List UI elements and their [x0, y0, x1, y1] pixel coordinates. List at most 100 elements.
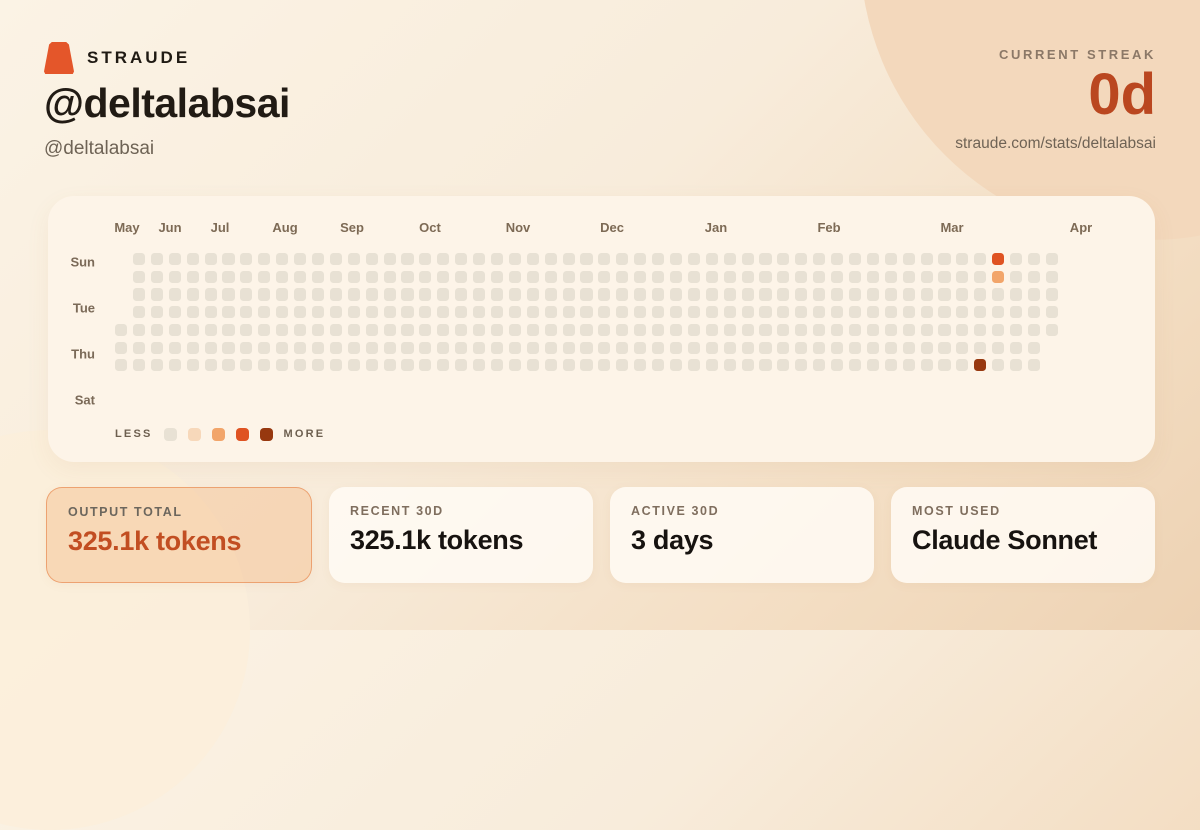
- heatmap-cell: [544, 306, 557, 319]
- heatmap-cell: [687, 323, 700, 336]
- heatmap-cell: [401, 323, 414, 336]
- heatmap-cell: [920, 253, 933, 266]
- heatmap-cell: [437, 306, 450, 319]
- heatmap-cell: [401, 359, 414, 372]
- heatmap-cell: [294, 288, 307, 301]
- heatmap-cell: [956, 288, 969, 301]
- straude-logo-icon: [44, 42, 74, 74]
- heatmap-cell: [455, 253, 468, 266]
- heatmap-cell: [562, 341, 575, 354]
- heatmap-cell: [938, 253, 951, 266]
- heatmap-cell: [866, 306, 879, 319]
- heatmap-cell: [813, 359, 826, 372]
- heatmap-cell: [795, 323, 808, 336]
- heatmap-cell: [759, 359, 772, 372]
- heatmap-cell: [777, 323, 790, 336]
- heatmap-cell: [616, 288, 629, 301]
- heatmap-cell: [240, 253, 253, 266]
- heatmap-cell: [311, 270, 325, 283]
- heatmap-cell: [204, 288, 217, 301]
- heatmap-cell: [150, 253, 163, 266]
- stat-cards-row: OUTPUT TOTAL 325.1k tokens RECENT 30D 32…: [46, 487, 1155, 583]
- heatmap-cell: [204, 270, 217, 283]
- heatmap-cell: [1010, 270, 1023, 283]
- heatmap-cell: [616, 359, 629, 372]
- heatmap-cell: [401, 253, 414, 266]
- heatmap-cell: [455, 288, 468, 301]
- heatmap-cell: [974, 270, 987, 283]
- heatmap-cell: [222, 359, 235, 372]
- heatmap-cell: [777, 253, 790, 266]
- heatmap-cell: [580, 288, 593, 301]
- heatmap-cell: [741, 288, 754, 301]
- heatmap-cell: [741, 270, 754, 283]
- heatmap-cell: [508, 270, 521, 283]
- heatmap-cell: [508, 323, 521, 336]
- legend-swatch: [163, 427, 177, 441]
- heatmap-cell: [1045, 323, 1058, 336]
- heatmap-cell: [741, 306, 754, 319]
- heatmap-cell: [150, 288, 163, 301]
- heatmap-cell: [329, 253, 342, 266]
- heatmap-cell: [365, 306, 378, 319]
- heatmap-cell: [866, 253, 879, 266]
- heatmap-cell: [848, 253, 862, 266]
- heatmap-cell: [992, 306, 1005, 319]
- heatmap-cell: [294, 341, 307, 354]
- heatmap-cell: [347, 341, 360, 354]
- heatmap-cell: [276, 359, 289, 372]
- heatmap-cell: [795, 306, 808, 319]
- heatmap-cell: [562, 306, 575, 319]
- heatmap-cell: [437, 323, 450, 336]
- page-title: @deltalabsai: [44, 80, 290, 126]
- heatmap-cell: [723, 359, 736, 372]
- heatmap-cell: [240, 323, 253, 336]
- heatmap-cell: [526, 323, 539, 336]
- heatmap-cell: [294, 323, 307, 336]
- heatmap-cell: [687, 306, 700, 319]
- heatmap-cell: [580, 323, 593, 336]
- heatmap-cell: [1045, 253, 1058, 266]
- heatmap-cell: [848, 323, 862, 336]
- heatmap-cell: [741, 359, 754, 372]
- legend-swatch: [259, 427, 273, 441]
- heatmap-cell: [795, 270, 808, 283]
- heatmap-cell: [705, 323, 718, 336]
- heatmap-cell: [669, 270, 683, 283]
- month-label: Mar: [940, 220, 964, 235]
- heatmap-cell: [938, 288, 951, 301]
- heatmap-cell: [920, 341, 933, 354]
- heatmap-cell: [419, 288, 432, 301]
- heatmap-cell: [902, 323, 915, 336]
- brand-row: STRAUDE: [44, 42, 190, 74]
- heatmap-cell: [831, 323, 844, 336]
- heatmap-cell: [490, 359, 504, 372]
- day-label: Sat: [74, 392, 95, 408]
- heatmap-cell: [562, 288, 575, 301]
- heatmap-cell: [365, 253, 378, 266]
- heatmap-cell: [634, 253, 647, 266]
- stat-card-most-used: MOST USED Claude Sonnet: [891, 487, 1155, 583]
- heatmap-cell: [526, 359, 539, 372]
- heatmap-cell: [437, 270, 450, 283]
- heatmap-cell: [1027, 288, 1041, 301]
- heatmap-cell: [132, 359, 146, 372]
- heatmap-cell: [884, 306, 897, 319]
- heatmap-cell: [813, 323, 826, 336]
- heatmap-cell: [920, 306, 933, 319]
- heatmap-cell: [294, 359, 307, 372]
- heatmap-cell: [795, 253, 808, 266]
- heatmap-cell: [992, 341, 1005, 354]
- heatmap-cell: [866, 341, 879, 354]
- heatmap-cell: [1027, 270, 1041, 283]
- heatmap-cell: [992, 253, 1005, 266]
- heatmap-cell: [884, 270, 897, 283]
- heatmap-cell: [992, 270, 1005, 283]
- heatmap-cell: [956, 341, 969, 354]
- heatmap-cell: [723, 341, 736, 354]
- heatmap-cell: [777, 288, 790, 301]
- heatmap-cell: [795, 341, 808, 354]
- heatmap-cell: [186, 306, 199, 319]
- heatmap-cell: [222, 306, 235, 319]
- brand-name: STRAUDE: [87, 48, 191, 67]
